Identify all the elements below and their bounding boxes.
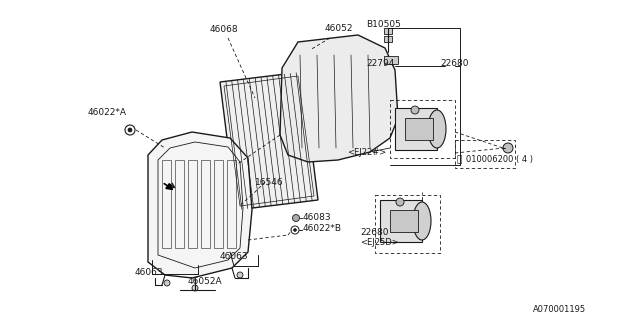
Bar [384, 36, 392, 42]
Bar [395, 108, 437, 150]
Text: 46052: 46052 [325, 24, 353, 33]
Text: 46068: 46068 [210, 25, 239, 34]
Circle shape [503, 143, 513, 153]
Text: 22680: 22680 [440, 59, 468, 68]
Text: 46022*B: 46022*B [303, 224, 342, 233]
Ellipse shape [428, 110, 446, 148]
Bar [390, 210, 418, 232]
Text: A070001195: A070001195 [533, 305, 586, 314]
Bar [380, 200, 422, 242]
Bar [384, 56, 398, 64]
Text: Ⓑ: Ⓑ [456, 155, 461, 164]
Circle shape [192, 285, 198, 291]
Text: 46063: 46063 [220, 252, 248, 261]
Bar [455, 140, 515, 168]
Bar [384, 28, 392, 34]
Circle shape [396, 198, 404, 206]
Text: 46022*A: 46022*A [88, 108, 127, 117]
Text: 22680: 22680 [360, 228, 388, 237]
Polygon shape [220, 72, 318, 210]
Text: 46063: 46063 [135, 268, 164, 277]
Text: <EJ22#>: <EJ22#> [347, 148, 387, 157]
Ellipse shape [413, 202, 431, 240]
Text: 46052A: 46052A [188, 277, 223, 286]
Circle shape [294, 228, 296, 231]
Text: <EJ25D>: <EJ25D> [360, 238, 399, 247]
Text: B10505: B10505 [366, 20, 401, 29]
Text: 16546: 16546 [255, 178, 284, 187]
Text: 010006200 ( 4 ): 010006200 ( 4 ) [466, 155, 533, 164]
Circle shape [411, 106, 419, 114]
Text: 46083: 46083 [303, 213, 332, 222]
Polygon shape [280, 35, 398, 162]
Circle shape [164, 280, 170, 286]
Bar [390, 100, 455, 158]
Bar [405, 118, 433, 140]
Circle shape [237, 272, 243, 278]
Circle shape [292, 214, 300, 221]
Text: 22794: 22794 [366, 59, 394, 68]
Polygon shape [148, 132, 252, 278]
Circle shape [128, 128, 132, 132]
Bar [375, 195, 440, 253]
